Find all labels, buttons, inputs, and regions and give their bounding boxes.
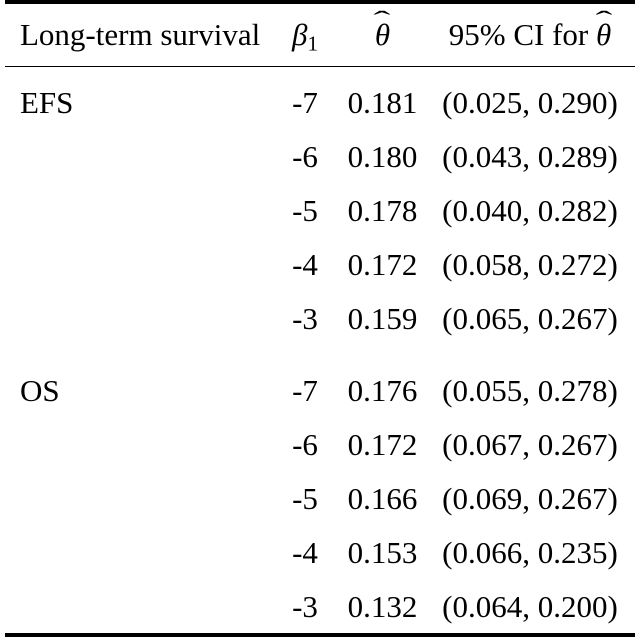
hat-accent: ˆ <box>374 7 391 35</box>
theta-symbol: θ <box>374 17 391 52</box>
table-row: -3 0.132 (0.064, 0.200) <box>5 579 635 633</box>
group-label-cell: EFS <box>20 84 74 120</box>
theta-hat-value-cell: 0.132 <box>347 588 418 624</box>
table-row: -3 0.159 (0.065, 0.267) <box>5 291 635 345</box>
body-top-spacer <box>5 67 635 75</box>
beta1-value-cell: -5 <box>292 192 318 228</box>
group-label-cell: OS <box>20 372 60 408</box>
table-bottom-rule <box>5 633 635 637</box>
table-top-rule <box>5 0 635 4</box>
theta-hat-value-cell: 0.166 <box>347 480 418 516</box>
theta-hat-value-cell: 0.172 <box>347 246 418 282</box>
beta1-value-cell: -7 <box>292 84 318 120</box>
ci-value-cell: (0.069, 0.267) <box>442 480 618 516</box>
ci-value-cell: (0.040, 0.282) <box>442 192 618 228</box>
table-row: -4 0.172 (0.058, 0.272) <box>5 237 635 291</box>
beta1-value-cell: -6 <box>292 426 318 462</box>
table-row: -6 0.180 (0.043, 0.289) <box>5 129 635 183</box>
table-row: OS -7 0.176 (0.055, 0.278) <box>5 363 635 417</box>
table-row: -4 0.153 (0.066, 0.235) <box>5 525 635 579</box>
theta-symbol: θ <box>596 17 612 52</box>
table-row: -6 0.172 (0.067, 0.267) <box>5 417 635 471</box>
ci-value-cell: (0.065, 0.267) <box>442 300 618 336</box>
table-body: EFS -7 0.181 (0.025, 0.290) -6 0.180 (0.043, 0… <box>5 75 635 633</box>
table-row: -5 0.166 (0.069, 0.267) <box>5 471 635 525</box>
theta-hat-value-cell: 0.176 <box>347 372 418 408</box>
ci-value-cell: (0.055, 0.278) <box>442 372 618 408</box>
theta-hat-value-cell: 0.159 <box>347 300 418 336</box>
theta-hat-value-cell: 0.180 <box>347 138 418 174</box>
beta-subscript: 1 <box>307 31 318 56</box>
table-row: -5 0.178 (0.040, 0.282) <box>5 183 635 237</box>
beta1-value-cell: -3 <box>292 300 318 336</box>
column-header-long-term-survival: Long-term survival <box>20 17 261 52</box>
beta1-value-cell: -6 <box>292 138 318 174</box>
beta1-value-cell: -4 <box>292 246 318 282</box>
beta-symbol: β <box>292 17 308 52</box>
beta1-value-cell: -5 <box>292 480 318 516</box>
theta-hat-value-cell: 0.178 <box>347 192 418 228</box>
theta-hat-value-cell: 0.181 <box>347 84 418 120</box>
ci-value-cell: (0.043, 0.289) <box>442 138 618 174</box>
ci-value-cell: (0.066, 0.235) <box>442 534 618 570</box>
theta-hat-value-cell: 0.172 <box>347 426 418 462</box>
theta-hat-value-cell: 0.153 <box>347 534 418 570</box>
ci-value-cell: (0.025, 0.290) <box>442 84 618 120</box>
beta1-value-cell: -3 <box>292 588 318 624</box>
beta1-value-cell: -7 <box>292 372 318 408</box>
beta1-value-cell: -4 <box>292 534 318 570</box>
ci-value-cell: (0.067, 0.267) <box>442 426 618 462</box>
ci-header-text: 95% CI for <box>448 17 596 52</box>
column-header-beta1: β1 <box>270 17 340 54</box>
table-mid-rule <box>5 65 635 68</box>
ci-value-cell: (0.064, 0.200) <box>442 588 618 624</box>
hat-accent: ˆ <box>595 7 613 35</box>
ci-value-cell: (0.058, 0.272) <box>442 246 618 282</box>
table-row: EFS -7 0.181 (0.025, 0.290) <box>5 75 635 129</box>
